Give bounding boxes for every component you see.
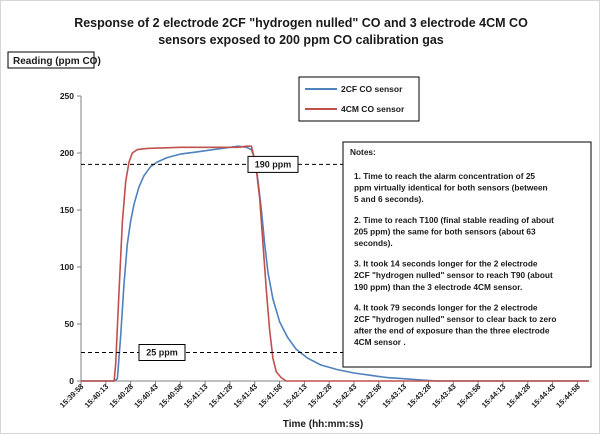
reference-lines: 190 ppm 25 ppm (81, 155, 343, 361)
x-tick-label: 15:43:13 (380, 382, 408, 410)
note-4-line: after the end of exposure than the three… (354, 326, 550, 336)
note-4-line: 4CM sensor . (354, 337, 406, 347)
y-tick-label: 100 (60, 262, 74, 272)
x-tick-label: 15:41:28 (207, 382, 235, 410)
x-tick-label: 15:44:58 (554, 382, 582, 410)
legend-label-4cm: 4CM CO sensor (341, 104, 405, 114)
chart-title-line-2: sensors exposed to 200 ppm CO calibratio… (158, 33, 444, 47)
reference-label-25: 25 ppm (146, 348, 178, 358)
x-tick-label: 15:42:13 (281, 382, 309, 410)
x-tick-label: 15:44:28 (505, 382, 533, 410)
y-tick-label: 250 (60, 91, 74, 101)
x-tick-label: 15:44:43 (529, 382, 557, 410)
note-2-line: 2. Time to reach T100 (final stable read… (354, 215, 554, 225)
note-3-line: 2CF "hydrogen nulled" sensor to reach T9… (354, 270, 553, 280)
notes-title: Notes: (350, 147, 376, 157)
x-tick-label: 15:43:43 (430, 382, 458, 410)
note-1-line: 1. Time to reach the alarm concentration… (354, 171, 535, 181)
chart-title-line-1: Response of 2 electrode 2CF "hydrogen nu… (74, 16, 528, 30)
y-tick-label: 150 (60, 205, 74, 215)
x-tick-label: 15:40:58 (157, 382, 185, 410)
x-tick-label: 15:41:43 (232, 382, 260, 410)
notes-frame (342, 141, 592, 368)
notes-box: Notes: 1. Time to reach the alarm concen… (342, 141, 592, 368)
x-tick-label: 15:42:58 (356, 382, 384, 410)
reference-label-box-190 (247, 155, 299, 173)
x-tick-label: 15:39:58 (58, 382, 86, 410)
x-tick-label: 15:43:28 (405, 382, 433, 410)
note-3-line: 190 ppm) than the 3 electrode 4CM sensor… (354, 282, 522, 292)
x-tick-label: 15:40:28 (107, 382, 135, 410)
x-tick-label: 15:40:43 (132, 382, 160, 410)
note-2-line: 205 ppm) the same for both sensors (abou… (354, 226, 536, 236)
x-tick-label: 15:44:13 (480, 382, 508, 410)
notes-lines: 1. Time to reach the alarm concentration… (354, 171, 556, 347)
y-tick-label: 200 (60, 148, 74, 158)
note-4-line: 4. It took 79 seconds longer for the 2 e… (354, 302, 538, 312)
y-tick-label: 0 (69, 376, 74, 386)
x-tick-label: 15:43:58 (455, 382, 483, 410)
legend: 2CF CO sensor 4CM CO sensor (298, 76, 420, 122)
x-tick-label: 15:40:13 (83, 382, 111, 410)
note-2-line: seconds). (354, 238, 393, 248)
x-axis-label: Time (hh:mm:ss) (283, 419, 363, 430)
series-line-4cm (81, 145, 589, 382)
reference-label-box-25 (138, 344, 186, 361)
x-tick-label: 15:41:58 (256, 382, 284, 410)
legend-label-2cf: 2CF CO sensor (341, 84, 403, 94)
x-tick-label: 15:41:13 (182, 382, 210, 410)
x-tick-label: 15:42:43 (331, 382, 359, 410)
x-tick-label: 15:42:28 (306, 382, 334, 410)
reference-label-190: 190 ppm (255, 159, 292, 169)
y-axis-label: Reading (ppm CO) (13, 56, 101, 67)
series-layer (81, 145, 589, 382)
note-3-line: 3. It took 14 seconds longer for the 2 e… (354, 259, 538, 269)
note-4-line: 2CF "hydrogen nulled" sensor to clear ba… (354, 314, 556, 324)
note-1-line: ppm virtually identical for both sensors… (354, 183, 548, 193)
y-tick-label: 50 (65, 319, 75, 329)
ylabel-box (7, 51, 95, 69)
note-1-line: 5 and 6 seconds). (354, 194, 424, 204)
legend-box (298, 76, 420, 122)
series-line-2cf (81, 145, 589, 382)
